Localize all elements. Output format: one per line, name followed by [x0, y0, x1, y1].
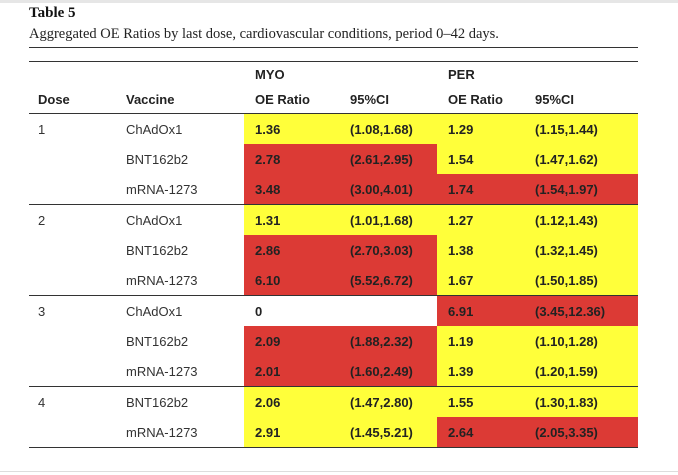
dose-cell: 2	[29, 204, 116, 235]
vaccine-cell: ChAdOx1	[116, 113, 244, 144]
per-ci-cell: (1.15,1.44)	[524, 113, 639, 144]
table-row: 3 ChAdOx1 0 6.91 (3.45,12.36)	[29, 295, 639, 326]
table-row: 2 ChAdOx1 1.31 (1.01,1.68) 1.27 (1.12,1.43)	[29, 204, 639, 235]
vaccine-cell: mRNA-1273	[116, 417, 244, 448]
column-header-row: Dose Vaccine OE Ratio 95%CI OE Ratio 95%…	[29, 86, 639, 114]
dose-cell: 3	[29, 295, 116, 326]
vaccine-cell: BNT162b2	[116, 386, 244, 417]
per-oe-ratio-cell: 2.64	[437, 417, 524, 448]
myo-oe-ratio-cell: 6.10	[244, 265, 339, 296]
vaccine-cell: mRNA-1273	[126, 272, 198, 288]
column-header-vaccine: Vaccine	[116, 86, 244, 114]
myo-oe-ratio-cell: 0	[244, 295, 339, 326]
per-oe-ratio-cell: 1.38	[437, 235, 524, 265]
table-row: 1 ChAdOx1 1.36 (1.08,1.68) 1.29 (1.15,1.44)	[29, 113, 639, 144]
table-caption: Aggregated OE Ratios by last dose, cardi…	[29, 26, 499, 42]
myo-oe-ratio-cell: 2.01	[244, 356, 339, 387]
myo-ci-cell	[339, 295, 437, 326]
group-header-myo: MYO	[255, 66, 285, 82]
vaccine-cell: ChAdOx1	[116, 204, 244, 235]
vaccine-cell: BNT162b2	[126, 333, 189, 349]
header-top-rule	[29, 61, 638, 62]
caption-rule	[29, 47, 638, 48]
page-bottom-rule	[0, 471, 678, 472]
column-header-per-oe-ratio: OE Ratio	[437, 86, 524, 114]
table-row: mRNA-1273 2.01 (1.60,2.49) 1.39 (1.20,1.59)	[29, 356, 639, 387]
myo-oe-ratio-cell: 2.09	[244, 326, 339, 356]
table-row: mRNA-1273 3.48 (3.00,4.01) 1.74 (1.54,1.97)	[29, 174, 639, 205]
group-header-per: PER	[448, 66, 475, 82]
per-ci-cell: (3.45,12.36)	[524, 295, 639, 326]
myo-ci-cell: (2.70,3.03)	[339, 235, 437, 265]
myo-oe-ratio-cell: 3.48	[244, 174, 339, 205]
column-header-myo-oe-ratio: OE Ratio	[244, 86, 339, 114]
per-oe-ratio-cell: 1.39	[437, 356, 524, 387]
myo-ci-cell: (5.52,6.72)	[339, 265, 437, 296]
myo-oe-ratio-cell: 2.78	[244, 144, 339, 174]
myo-oe-ratio-cell: 2.91	[244, 417, 339, 448]
myo-ci-cell: (3.00,4.01)	[339, 174, 437, 205]
per-ci-cell: (2.05,3.35)	[524, 417, 639, 448]
column-header-myo-ci: 95%CI	[339, 86, 437, 114]
dose-group-2: 2 ChAdOx1 1.31 (1.01,1.68) 1.27 (1.12,1.43) BN…	[29, 204, 639, 296]
myo-ci-cell: (1.88,2.32)	[339, 326, 437, 356]
vaccine-cell: ChAdOx1	[116, 295, 244, 326]
group-header-row: MYO PER	[29, 62, 638, 86]
dose-group-3: 3 ChAdOx1 0 6.91 (3.45,12.36) BNT162b2 2.09 (1.…	[29, 295, 639, 387]
per-ci-cell: (1.10,1.28)	[524, 326, 639, 356]
dose-cell: 1	[29, 113, 116, 144]
oe-ratio-table: MYO PER Dose Vaccine OE Ratio 95%CI OE R…	[29, 62, 639, 448]
per-ci-cell: (1.50,1.85)	[524, 265, 639, 296]
column-header-per-ci: 95%CI	[524, 86, 639, 114]
dose-cell	[29, 174, 116, 205]
myo-oe-ratio-cell: 2.86	[244, 235, 339, 265]
vaccine-cell: mRNA-1273	[126, 363, 198, 379]
myo-ci-cell: (1.45,5.21)	[339, 417, 437, 448]
dose-cell	[29, 265, 116, 296]
per-oe-ratio-cell: 1.54	[437, 144, 524, 174]
per-ci-cell: (1.12,1.43)	[524, 204, 639, 235]
dose-cell	[29, 144, 116, 174]
previous-page-edge	[0, 0, 678, 3]
myo-ci-cell: (2.61,2.95)	[339, 144, 437, 174]
table-row: BNT162b2 2.86 (2.70,3.03) 1.38 (1.32,1.45)	[29, 235, 639, 265]
per-ci-cell: (1.47,1.62)	[524, 144, 639, 174]
per-oe-ratio-cell: 6.91	[437, 295, 524, 326]
table-row: mRNA-1273 2.91 (1.45,5.21) 2.64 (2.05,3.35)	[29, 417, 639, 448]
myo-ci-cell: (1.08,1.68)	[339, 113, 437, 144]
vaccine-cell: mRNA-1273	[126, 181, 198, 197]
myo-oe-ratio-cell: 1.31	[244, 204, 339, 235]
per-oe-ratio-cell: 1.27	[437, 204, 524, 235]
dose-cell	[29, 417, 116, 448]
per-ci-cell: (1.54,1.97)	[524, 174, 639, 205]
dose-cell	[29, 235, 116, 265]
vaccine-cell: BNT162b2	[126, 242, 189, 258]
vaccine-cell: BNT162b2	[126, 151, 189, 167]
per-oe-ratio-cell: 1.55	[437, 386, 524, 417]
table-row: BNT162b2 2.78 (2.61,2.95) 1.54 (1.47,1.62)	[29, 144, 639, 174]
table-row: BNT162b2 2.09 (1.88,2.32) 1.19 (1.10,1.28)	[29, 326, 639, 356]
dose-cell	[29, 356, 116, 387]
per-oe-ratio-cell: 1.29	[437, 113, 524, 144]
dose-group-1: 1 ChAdOx1 1.36 (1.08,1.68) 1.29 (1.15,1.44) BN…	[29, 113, 639, 205]
dose-group-4: 4 BNT162b2 2.06 (1.47,2.80) 1.55 (1.30,1.83) m…	[29, 386, 639, 448]
per-oe-ratio-cell: 1.19	[437, 326, 524, 356]
myo-oe-ratio-cell: 1.36	[244, 113, 339, 144]
myo-oe-ratio-cell: 2.06	[244, 386, 339, 417]
per-ci-cell: (1.30,1.83)	[524, 386, 639, 417]
table-row: mRNA-1273 6.10 (5.52,6.72) 1.67 (1.50,1.85)	[29, 265, 639, 296]
dose-cell: 4	[29, 386, 116, 417]
table-label: Table 5	[29, 5, 76, 21]
myo-ci-cell: (1.60,2.49)	[339, 356, 437, 387]
per-ci-cell: (1.32,1.45)	[524, 235, 639, 265]
table-header: MYO PER Dose Vaccine OE Ratio 95%CI OE R…	[29, 62, 639, 114]
per-ci-cell: (1.20,1.59)	[524, 356, 639, 387]
dose-cell	[29, 326, 116, 356]
table-row: 4 BNT162b2 2.06 (1.47,2.80) 1.55 (1.30,1.83)	[29, 386, 639, 417]
per-oe-ratio-cell: 1.74	[437, 174, 524, 205]
column-header-dose: Dose	[29, 86, 116, 114]
myo-ci-cell: (1.47,2.80)	[339, 386, 437, 417]
myo-ci-cell: (1.01,1.68)	[339, 204, 437, 235]
per-oe-ratio-cell: 1.67	[437, 265, 524, 296]
